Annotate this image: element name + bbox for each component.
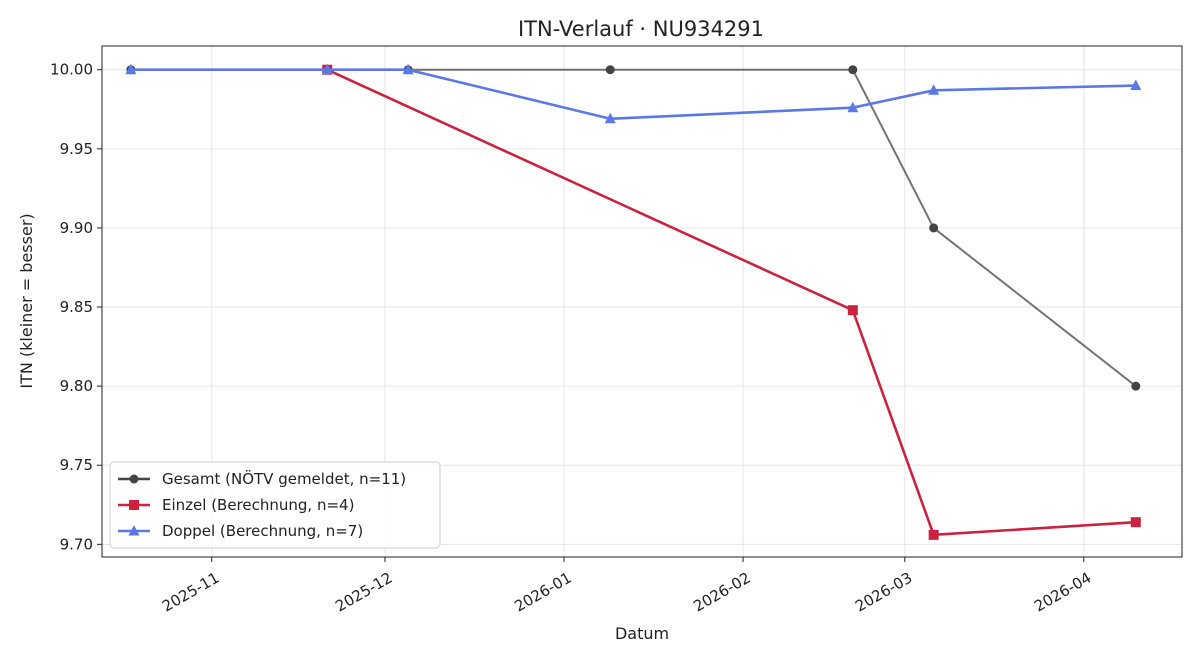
legend-marker <box>128 525 140 536</box>
data-point <box>1131 381 1141 391</box>
legend-marker <box>129 500 139 510</box>
data-point <box>125 63 137 75</box>
y-tick-label: 9.75 <box>60 456 93 474</box>
y-tick-label: 9.90 <box>60 219 93 237</box>
plot-frame <box>101 45 1183 558</box>
data-point <box>847 101 859 113</box>
series-square <box>322 64 1141 540</box>
data-point <box>321 63 333 75</box>
legend-label: Gesamt (NÖTV gemeldet, n=11) <box>162 469 406 488</box>
data-point <box>928 529 939 540</box>
data-point <box>848 65 858 75</box>
y-tick-label: 10.00 <box>50 61 93 79</box>
x-tick-label: 2026-02 <box>690 569 753 616</box>
data-point <box>402 63 414 75</box>
y-tick-label: 9.70 <box>60 535 93 553</box>
data-point <box>604 112 616 124</box>
x-tick-label: 2025-12 <box>332 569 395 616</box>
legend-entry: Einzel (Berechnung, n=4) <box>118 496 354 514</box>
series-triangle <box>125 63 1142 124</box>
series-layer <box>125 63 1142 540</box>
x-tick-label: 2026-04 <box>1031 569 1094 616</box>
data-point <box>847 305 858 316</box>
x-tick-label: 2026-03 <box>852 569 915 616</box>
legend-entry: Gesamt (NÖTV gemeldet, n=11) <box>118 469 406 488</box>
y-tick-label: 9.80 <box>60 377 93 395</box>
legend-marker <box>129 474 139 484</box>
y-axis-ticks: 9.70 9.75 9.80 9.85 9.90 9.95 10.00 <box>50 61 102 553</box>
x-axis-ticks: 2025-11 2025-12 2026-01 2026-02 2026-03 2026-… <box>159 557 1094 616</box>
legend-label: Einzel (Berechnung, n=4) <box>162 496 354 514</box>
legend-box <box>109 461 441 549</box>
data-point <box>1130 79 1142 91</box>
series-line <box>326 68 1136 537</box>
y-tick-label: 9.85 <box>60 298 93 316</box>
legend-entry: Doppel (Berechnung, n=7) <box>118 522 363 540</box>
data-point <box>929 223 939 233</box>
data-point <box>928 84 940 95</box>
data-point <box>605 65 615 75</box>
data-point <box>1130 517 1141 528</box>
x-axis-label: Datum <box>615 624 669 643</box>
x-tick-label: 2025-11 <box>159 569 222 616</box>
y-axis-label: ITN (kleiner = besser) <box>17 213 36 388</box>
legend: Gesamt (NÖTV gemeldet, n=11) Einzel (Bere… <box>109 461 441 549</box>
chart-title: ITN-Verlauf · NU934291 <box>518 17 764 41</box>
legend-label: Doppel (Berechnung, n=7) <box>162 522 363 540</box>
x-tick-label: 2026-01 <box>511 569 574 616</box>
y-tick-label: 9.95 <box>60 140 93 158</box>
series-line <box>130 68 1136 121</box>
